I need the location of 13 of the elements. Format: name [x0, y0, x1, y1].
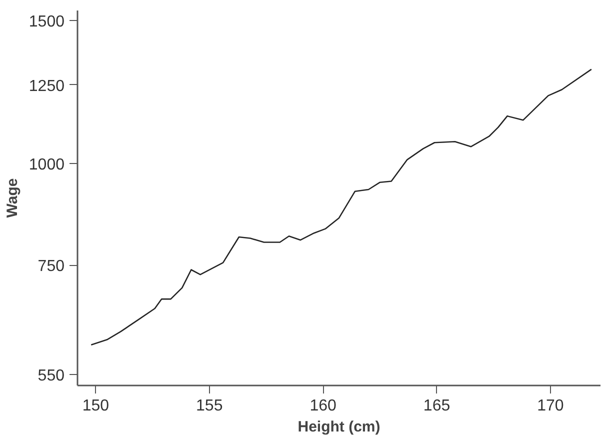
x-tick-label: 150 [82, 398, 110, 414]
y-tick-label: 750 [38, 258, 65, 276]
y-tick-label: 1000 [28, 156, 65, 174]
x-tick-label: 170 [537, 398, 564, 414]
y-tick-label: 1250 [28, 78, 65, 95]
y-tick-label: 1500 [28, 13, 65, 30]
y-tick-label: 550 [38, 367, 65, 384]
y-axis-title: Wage [4, 178, 21, 218]
x-axis-title: Height (cm) [298, 418, 380, 436]
x-tick-label: 160 [310, 398, 337, 414]
line-series [90, 68, 592, 346]
x-tick-label: 165 [423, 398, 450, 414]
x-tick-label: 155 [196, 398, 223, 414]
